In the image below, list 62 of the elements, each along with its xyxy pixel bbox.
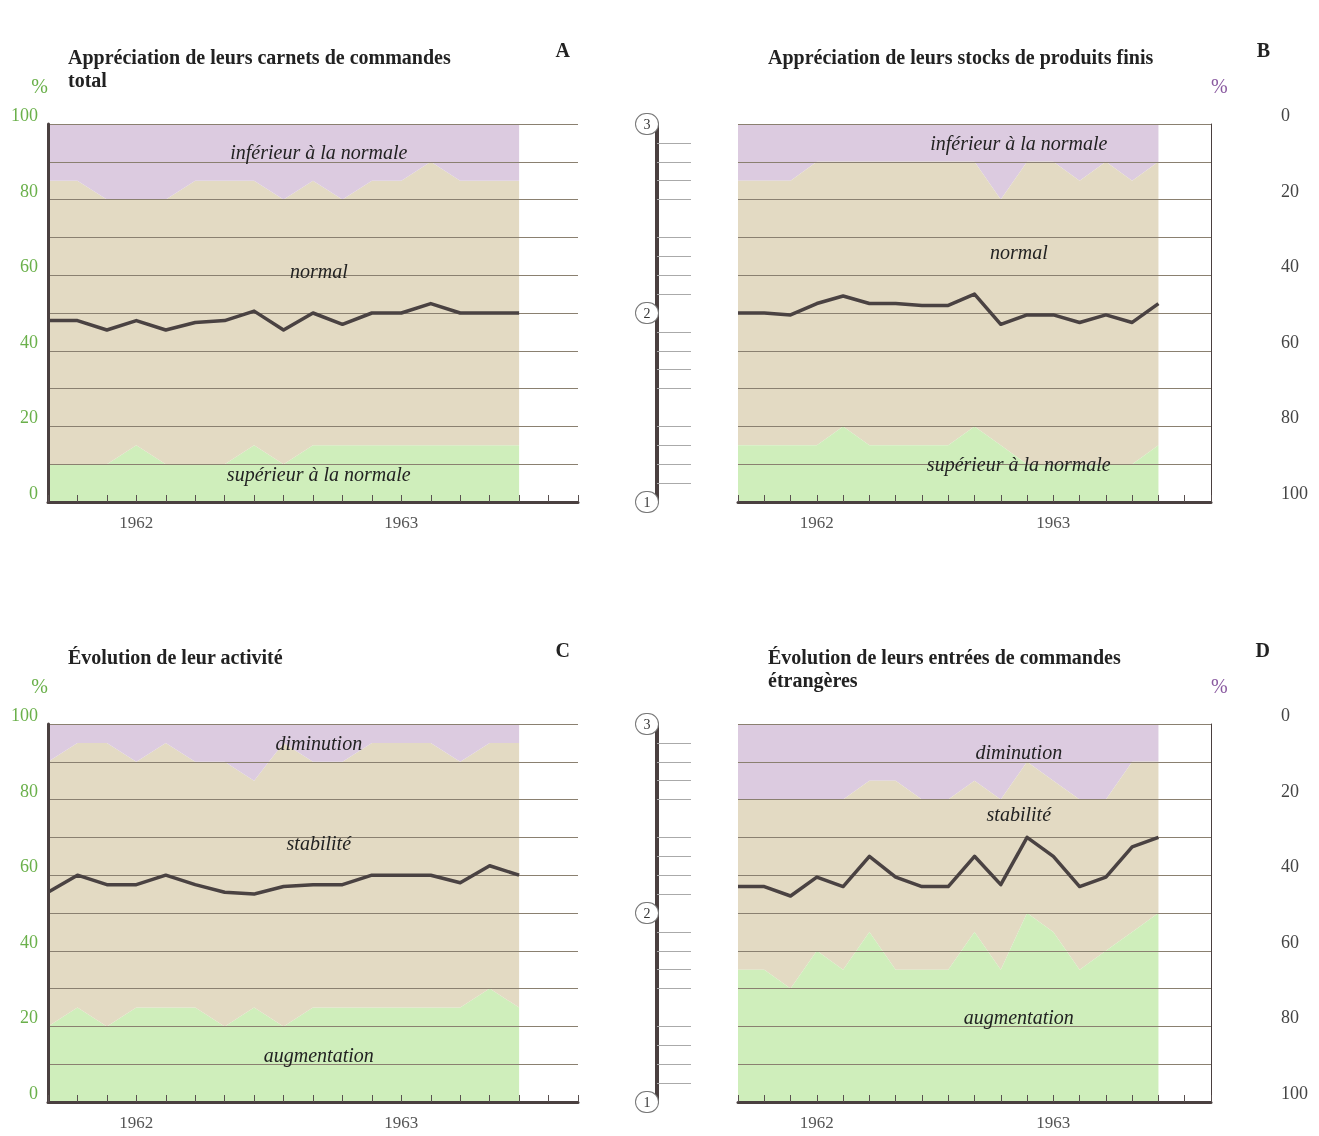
y-axis-title: % (31, 675, 48, 697)
text: C (555, 639, 570, 661)
chart-title: Appréciation de leurs carnets de commandes total (68, 45, 456, 91)
series-label: augmentation (963, 1005, 1074, 1029)
y-axis-title: % (31, 75, 48, 97)
y-tick-label: 40 (20, 931, 38, 952)
x-tick-label: 1963 (1036, 1113, 1071, 1132)
y2-tick-label: 1 (643, 494, 651, 510)
chart-title: Évolution de leurs entrées de commandes étrangères (768, 645, 1126, 692)
series-label: supérieur à la normale (226, 462, 411, 486)
y-tick-label: 60 (1281, 931, 1299, 952)
y2-tick-label: 2 (643, 905, 651, 921)
y-tick-label: 40 (20, 331, 38, 352)
text: A (555, 39, 571, 61)
series-label: diminution (975, 741, 1063, 764)
y-tick-label: 80 (20, 780, 38, 801)
y-tick-label: 0 (29, 483, 38, 503)
y-tick-label: 20 (20, 407, 38, 428)
y-tick-label: 20 (20, 1007, 38, 1028)
x-tick-label: 1963 (384, 513, 419, 532)
series-label: stabilité (986, 803, 1053, 826)
x-tick-label: 1963 (1036, 513, 1071, 532)
y-tick-label: 20 (1281, 780, 1299, 801)
series-label: augmentation (263, 1043, 374, 1067)
y-tick-label: 60 (20, 256, 38, 277)
text: B (1256, 39, 1270, 61)
y-tick-label: 20 (1281, 180, 1299, 201)
series-label: inférieur à la normale (230, 141, 408, 165)
x-tick-label: 1962 (799, 513, 834, 532)
y-tick-label: 80 (20, 180, 38, 201)
series-label: inférieur à la normale (930, 131, 1108, 155)
text: D (1255, 639, 1270, 661)
series-label: diminution (275, 731, 363, 754)
y-tick-label: 60 (1281, 331, 1299, 352)
x-tick-label: 1962 (119, 1113, 154, 1132)
y-tick-label: 100 (1281, 1083, 1308, 1103)
y-tick-label: 0 (29, 1083, 38, 1103)
y-tick-label: 60 (20, 856, 38, 877)
y-tick-label: 40 (1281, 856, 1299, 877)
x-tick-label: 1962 (119, 513, 154, 532)
x-tick-label: 1963 (384, 1113, 419, 1132)
y2-tick-label: 2 (643, 305, 651, 321)
y-axis-title: % (1211, 75, 1228, 97)
y-tick-label: 40 (1281, 256, 1299, 277)
y-tick-label: 0 (1281, 705, 1290, 725)
series-label: normal (989, 241, 1049, 264)
y-tick-label: 80 (1281, 407, 1299, 428)
series-label: normal (289, 260, 349, 282)
y-axis-title: % (1211, 675, 1228, 697)
chart-title: Évolution de leur activité (68, 645, 283, 668)
chart-title: Appréciation de leurs stocks de produits finis (768, 45, 1154, 69)
y2-tick-label: 3 (643, 116, 651, 132)
y2-tick-label: 1 (643, 1094, 651, 1110)
y2-tick-label: 3 (643, 716, 651, 732)
y-tick-label: 80 (1281, 1007, 1299, 1028)
y-tick-label: 100 (11, 105, 38, 125)
series-label: stabilité (286, 831, 353, 854)
series-label: supérieur à la normale (926, 453, 1111, 477)
y-tick-label: 100 (1281, 483, 1308, 503)
y-tick-label: 0 (1281, 105, 1290, 125)
x-tick-label: 1962 (799, 1113, 834, 1132)
y-tick-label: 100 (11, 705, 38, 725)
